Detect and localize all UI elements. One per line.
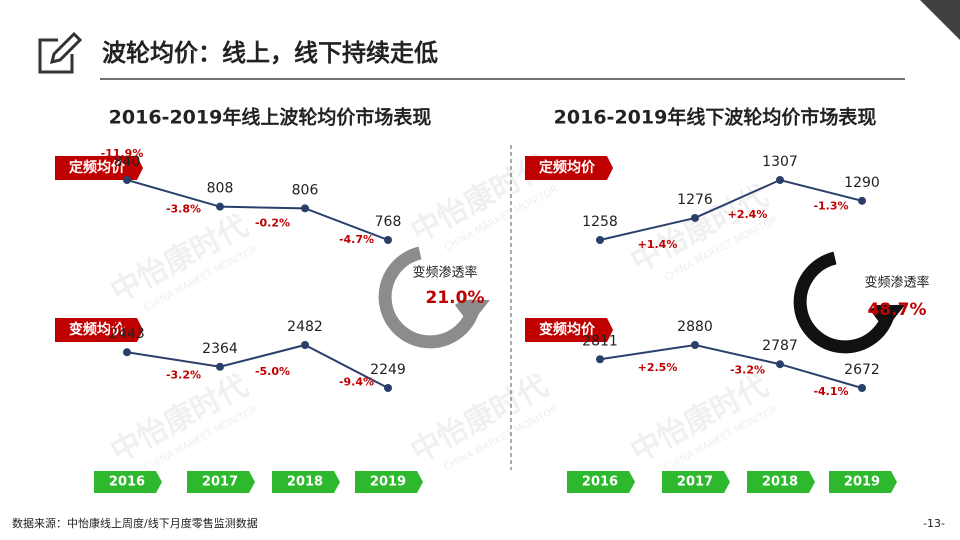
value-label: 1276 bbox=[677, 192, 713, 208]
point bbox=[691, 341, 699, 349]
title-icon bbox=[38, 31, 83, 74]
change-label: -5.0% bbox=[255, 365, 290, 378]
series-name: 定频均价 bbox=[69, 159, 126, 176]
value-label: 2249 bbox=[370, 362, 406, 378]
value-label: 2364 bbox=[202, 341, 238, 357]
year-tag bbox=[272, 471, 340, 493]
point bbox=[858, 384, 866, 392]
year-label: 2017 bbox=[202, 475, 238, 490]
year-tag bbox=[829, 471, 897, 493]
series-line bbox=[599, 178, 863, 241]
point bbox=[384, 236, 392, 244]
point bbox=[858, 196, 866, 205]
year-label: 2016 bbox=[582, 475, 618, 490]
panel-heading: 2016-2019年线上波轮均价市场表现 bbox=[109, 106, 432, 129]
value-label: 840 bbox=[114, 154, 141, 170]
change-label: -9.6% bbox=[104, 319, 139, 332]
change-label: +2.4% bbox=[728, 208, 768, 221]
series-line bbox=[126, 179, 389, 241]
year-label: 2016 bbox=[109, 475, 145, 490]
year-label: 2019 bbox=[844, 475, 880, 490]
source: 数据来源：中怡康线上周度/线下月度零售监测数据 bbox=[12, 516, 258, 530]
point bbox=[596, 236, 604, 244]
series-tag bbox=[55, 318, 143, 342]
penetration-value: 48.7% bbox=[868, 300, 927, 320]
series-name: 定频均价 bbox=[539, 159, 596, 176]
value-label: 2787 bbox=[762, 338, 798, 354]
value-label: 1258 bbox=[582, 214, 618, 230]
arc-arrow bbox=[378, 246, 482, 349]
value-label: 2880 bbox=[677, 319, 713, 335]
penetration-label: 变频渗透率 bbox=[864, 275, 929, 291]
value-label: 2443 bbox=[109, 326, 145, 342]
value-label: 806 bbox=[292, 182, 319, 198]
year-tag bbox=[355, 471, 423, 493]
point bbox=[301, 341, 309, 349]
point bbox=[123, 176, 131, 184]
value-label: 1290 bbox=[844, 175, 880, 191]
point bbox=[776, 176, 784, 184]
year-label: 2019 bbox=[370, 475, 406, 490]
year-label: 2018 bbox=[762, 475, 798, 490]
corner bbox=[920, 0, 960, 40]
change-label: -11.9% bbox=[101, 147, 144, 160]
slide-title: 波轮均价：线上，线下持续走低 bbox=[102, 39, 438, 67]
arc-head bbox=[870, 305, 905, 330]
series-tag bbox=[525, 318, 613, 342]
point bbox=[216, 202, 224, 211]
point bbox=[384, 384, 392, 392]
change-label: +2.5% bbox=[638, 361, 678, 374]
point bbox=[691, 213, 699, 222]
year-tag bbox=[567, 471, 635, 493]
point bbox=[596, 355, 604, 364]
arc-head bbox=[455, 300, 490, 325]
page-number: -13- bbox=[923, 517, 945, 530]
year-tag bbox=[94, 471, 162, 493]
change-label: -3.2% bbox=[166, 368, 201, 381]
change-label: -3.8% bbox=[166, 202, 201, 215]
series-tag bbox=[55, 156, 143, 180]
change-label: -4.1% bbox=[813, 385, 848, 398]
change-label: -0.2% bbox=[255, 217, 290, 230]
value-label: 2672 bbox=[844, 362, 880, 378]
change-label: +1.4% bbox=[638, 238, 678, 251]
point bbox=[776, 360, 784, 369]
point bbox=[123, 348, 131, 357]
year-tag bbox=[187, 471, 255, 493]
series-name: 变频均价 bbox=[69, 321, 126, 338]
change-label: -9.4% bbox=[339, 376, 374, 389]
change-label: -3.2% bbox=[730, 364, 765, 377]
series-tag bbox=[525, 156, 613, 180]
panel-heading: 2016-2019年线下波轮均价市场表现 bbox=[554, 106, 877, 129]
change-label: -4.7% bbox=[339, 233, 374, 246]
year-tag bbox=[662, 471, 730, 493]
point bbox=[301, 204, 309, 213]
year-label: 2017 bbox=[677, 475, 713, 490]
penetration-label: 变频渗透率 bbox=[412, 265, 477, 281]
value-label: 768 bbox=[375, 214, 402, 230]
value-label: 808 bbox=[207, 181, 234, 197]
point bbox=[216, 362, 224, 371]
year-label: 2018 bbox=[287, 475, 323, 490]
value-label: 2811 bbox=[582, 333, 618, 349]
change-label: -1.3% bbox=[813, 199, 848, 212]
arc-arrow bbox=[793, 251, 897, 354]
series-line bbox=[126, 343, 389, 389]
value-label: 1307 bbox=[762, 154, 798, 170]
series-line bbox=[599, 343, 863, 389]
year-tag bbox=[747, 471, 815, 493]
penetration-value: 21.0% bbox=[426, 288, 485, 308]
value-label: 2482 bbox=[287, 319, 323, 335]
series-name: 变频均价 bbox=[539, 321, 596, 338]
